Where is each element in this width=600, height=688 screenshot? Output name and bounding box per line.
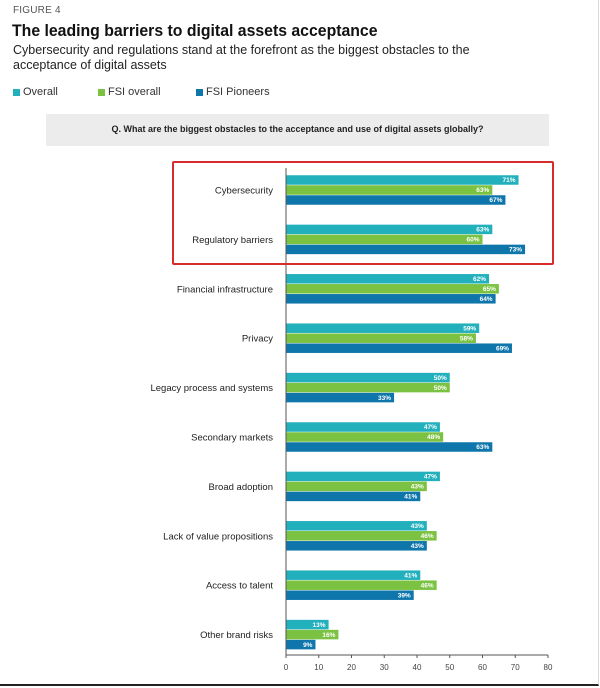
value-label-fsi-overall-broad-adoption: 43% bbox=[411, 484, 424, 491]
value-label-fsi-overall-regulatory-barriers: 60% bbox=[466, 237, 479, 244]
bar-overall-legacy-process-and-systems bbox=[286, 372, 450, 383]
figure-label: FIGURE 4 bbox=[13, 5, 61, 16]
bar-overall-cybersecurity bbox=[286, 175, 519, 185]
value-label-fsi-pioneers-financial-infrastructure: 64% bbox=[480, 296, 493, 303]
value-label-fsi-pioneers-other-brand-risks: 9% bbox=[303, 642, 313, 649]
category-label-cybersecurity: Cybersecurity bbox=[215, 186, 273, 197]
value-label-fsi-pioneers-regulatory-barriers: 73% bbox=[509, 247, 522, 254]
bar-fsi-overall-broad-adoption bbox=[286, 481, 427, 492]
legend-swatch-overall bbox=[13, 88, 20, 96]
value-label-fsi-overall-access-to-talent: 46% bbox=[421, 582, 434, 589]
bar-overall-privacy bbox=[286, 323, 480, 333]
bar-fsi-pioneers-cybersecurity bbox=[286, 195, 506, 205]
value-label-fsi-overall-legacy-process-and-systems: 50% bbox=[434, 385, 447, 392]
bar-fsi-pioneers-broad-adoption bbox=[286, 491, 421, 502]
category-label-legacy-process-and-systems: Legacy process and systems bbox=[150, 383, 273, 394]
legend-item-fsi-overall: FSI overall bbox=[98, 86, 196, 98]
value-label-overall-regulatory-barriers: 63% bbox=[476, 227, 489, 234]
value-label-overall-legacy-process-and-systems: 50% bbox=[434, 375, 447, 382]
bar-overall-access-to-talent bbox=[286, 570, 421, 580]
value-label-fsi-overall-secondary-markets: 48% bbox=[427, 434, 440, 441]
x-tick-label-60: 60 bbox=[478, 663, 487, 672]
bar-overall-regulatory-barriers bbox=[286, 224, 493, 235]
bar-fsi-overall-secondary-markets bbox=[286, 432, 444, 442]
bar-fsi-overall-privacy bbox=[286, 333, 476, 343]
chart-title: The leading barriers to digital assets a… bbox=[12, 21, 378, 40]
bar-fsi-pioneers-other-brand-risks bbox=[286, 639, 316, 650]
value-label-overall-privacy: 59% bbox=[463, 325, 476, 332]
value-label-overall-access-to-talent: 41% bbox=[404, 572, 417, 579]
bar-overall-financial-infrastructure bbox=[286, 274, 490, 284]
value-label-fsi-pioneers-privacy: 69% bbox=[496, 345, 509, 352]
bar-fsi-pioneers-legacy-process-and-systems bbox=[286, 392, 395, 403]
legend-label-fsi-pioneers: FSI Pioneers bbox=[206, 86, 270, 98]
survey-question: Q. What are the biggest obstacles to the… bbox=[111, 124, 484, 134]
category-label-broad-adoption: Broad adoption bbox=[209, 482, 273, 493]
value-label-overall-lack-of-value-propositions: 43% bbox=[411, 523, 424, 530]
bar-overall-lack-of-value-propositions bbox=[286, 521, 427, 531]
category-label-regulatory-barriers: Regulatory barriers bbox=[192, 235, 273, 246]
value-label-overall-secondary-markets: 47% bbox=[424, 424, 437, 431]
legend-swatch-fsi-pioneers bbox=[196, 88, 203, 96]
category-label-lack-of-value-propositions: Lack of value propositions bbox=[163, 531, 273, 542]
x-tick-label-80: 80 bbox=[544, 663, 553, 672]
question-box: Q. What are the biggest obstacles to the… bbox=[46, 114, 549, 146]
value-label-overall-cybersecurity: 71% bbox=[503, 177, 516, 184]
category-label-privacy: Privacy bbox=[242, 334, 273, 345]
bar-fsi-overall-cybersecurity bbox=[286, 185, 493, 195]
x-tick-label-10: 10 bbox=[314, 663, 323, 672]
legend-label-fsi-overall: FSI overall bbox=[108, 86, 161, 98]
value-label-overall-other-brand-risks: 13% bbox=[313, 622, 326, 629]
bar-overall-other-brand-risks bbox=[286, 619, 329, 630]
bar-fsi-pioneers-privacy bbox=[286, 343, 512, 353]
value-label-fsi-pioneers-lack-of-value-propositions: 43% bbox=[411, 543, 424, 550]
value-label-fsi-overall-privacy: 58% bbox=[460, 335, 473, 342]
bar-fsi-pioneers-financial-infrastructure bbox=[286, 294, 496, 304]
bar-fsi-pioneers-lack-of-value-propositions bbox=[286, 541, 427, 551]
value-label-fsi-overall-other-brand-risks: 16% bbox=[322, 632, 335, 639]
bar-overall-broad-adoption bbox=[286, 471, 440, 482]
value-label-fsi-pioneers-secondary-markets: 63% bbox=[476, 444, 489, 451]
legend-swatch-fsi-overall bbox=[98, 88, 105, 96]
legend-label-overall: Overall bbox=[23, 86, 58, 98]
value-label-fsi-pioneers-access-to-talent: 39% bbox=[398, 592, 411, 599]
legend-item-fsi-pioneers: FSI Pioneers bbox=[196, 86, 270, 98]
bar-fsi-overall-financial-infrastructure bbox=[286, 284, 499, 294]
category-label-other-brand-risks: Other brand risks bbox=[200, 630, 273, 641]
x-tick-label-20: 20 bbox=[347, 663, 356, 672]
value-label-overall-broad-adoption: 47% bbox=[424, 474, 437, 481]
category-label-financial-infrastructure: Financial infrastructure bbox=[177, 284, 273, 295]
x-tick-label-50: 50 bbox=[445, 663, 454, 672]
value-label-fsi-pioneers-broad-adoption: 41% bbox=[404, 494, 417, 501]
value-label-fsi-overall-cybersecurity: 63% bbox=[476, 187, 489, 194]
x-tick-label-40: 40 bbox=[413, 663, 422, 672]
bar-fsi-overall-legacy-process-and-systems bbox=[286, 382, 450, 393]
bar-fsi-overall-other-brand-risks bbox=[286, 629, 339, 640]
value-label-fsi-pioneers-legacy-process-and-systems: 33% bbox=[378, 395, 391, 402]
category-label-secondary-markets: Secondary markets bbox=[191, 433, 273, 444]
bar-fsi-overall-access-to-talent bbox=[286, 580, 437, 590]
value-label-fsi-pioneers-cybersecurity: 67% bbox=[489, 197, 502, 204]
x-tick-label-0: 0 bbox=[284, 663, 289, 672]
legend-item-overall: Overall bbox=[13, 86, 98, 98]
highlight-box bbox=[172, 161, 554, 265]
bar-fsi-pioneers-secondary-markets bbox=[286, 442, 493, 452]
value-label-fsi-overall-financial-infrastructure: 65% bbox=[483, 286, 496, 293]
category-label-access-to-talent: Access to talent bbox=[206, 581, 273, 592]
bar-fsi-overall-regulatory-barriers bbox=[286, 234, 483, 245]
bar-fsi-pioneers-access-to-talent bbox=[286, 590, 414, 600]
x-tick-label-70: 70 bbox=[511, 663, 520, 672]
value-label-fsi-overall-lack-of-value-propositions: 46% bbox=[421, 533, 434, 540]
x-tick-label-30: 30 bbox=[380, 663, 389, 672]
bar-fsi-overall-lack-of-value-propositions bbox=[286, 531, 437, 541]
legend: Overall FSI overall FSI Pioneers bbox=[13, 86, 270, 98]
bar-overall-secondary-markets bbox=[286, 422, 440, 432]
value-label-overall-financial-infrastructure: 62% bbox=[473, 276, 486, 283]
chart-subtitle: Cybersecurity and regulations stand at t… bbox=[13, 43, 470, 72]
bar-fsi-pioneers-regulatory-barriers bbox=[286, 244, 526, 255]
